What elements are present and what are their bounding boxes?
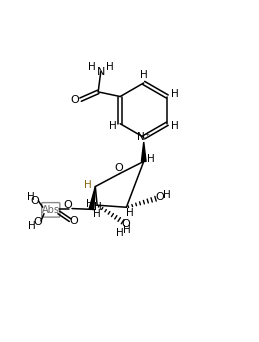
Text: H: H (106, 62, 114, 72)
Polygon shape (141, 142, 146, 161)
Text: O: O (64, 200, 73, 210)
Text: O: O (69, 216, 78, 226)
Text: H: H (109, 121, 116, 131)
Text: O: O (121, 219, 130, 229)
Text: Abs: Abs (42, 205, 60, 215)
Text: H: H (88, 62, 96, 72)
Text: H: H (140, 70, 148, 80)
Text: O: O (31, 196, 40, 206)
Text: H: H (94, 202, 102, 212)
Text: H: H (116, 228, 124, 238)
FancyBboxPatch shape (42, 202, 60, 217)
Text: O: O (70, 95, 79, 105)
Polygon shape (89, 186, 95, 210)
Text: O: O (156, 193, 164, 202)
Text: O: O (114, 163, 123, 173)
Text: H: H (84, 180, 91, 190)
Text: H: H (123, 225, 131, 235)
Text: H: H (171, 89, 179, 99)
Text: N: N (97, 67, 105, 77)
Text: H: H (126, 208, 133, 218)
Text: H: H (86, 199, 94, 209)
Text: H: H (171, 121, 179, 131)
Text: O: O (33, 217, 42, 227)
Text: H: H (27, 193, 34, 202)
Text: N⁺: N⁺ (137, 132, 150, 142)
Text: H: H (163, 189, 171, 200)
Text: H: H (28, 221, 36, 231)
Text: H: H (93, 209, 101, 219)
Text: H: H (147, 154, 155, 165)
